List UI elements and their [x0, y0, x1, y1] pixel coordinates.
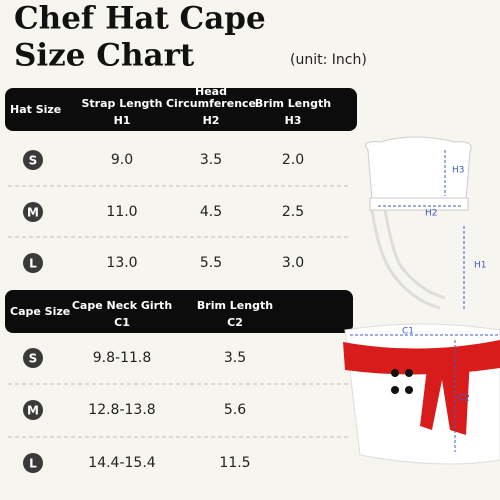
cell-value: 4.5 — [200, 204, 222, 220]
cell-value: 9.0 — [111, 152, 133, 168]
header-label: Head — [195, 85, 227, 98]
cell-value: 14.4-15.4 — [88, 455, 155, 471]
dimension-label: C1 — [402, 327, 414, 337]
header-label: Cape Size — [10, 305, 70, 318]
cell-value: 13.0 — [106, 255, 137, 271]
header-label: Circumference — [166, 97, 256, 110]
header-label: Cape Neck Girth — [72, 299, 172, 312]
size-badge — [23, 150, 43, 170]
size-badge — [23, 202, 43, 222]
size-letter: S — [29, 154, 38, 168]
header-code: H1 — [114, 114, 131, 127]
cell-value: 3.5 — [200, 152, 222, 168]
hat-illustration — [365, 136, 472, 310]
header-label: Strap Length — [82, 97, 163, 110]
dimension-label: H3 — [452, 166, 465, 176]
header-label: Brim Length — [255, 97, 331, 110]
size-letter: S — [29, 352, 38, 366]
size-letter: M — [27, 404, 39, 418]
title-line: Chef Hat Cape — [14, 1, 266, 37]
cell-value: 9.8-11.8 — [93, 350, 152, 366]
dimension-label: H2 — [425, 209, 438, 219]
cell-value: 2.5 — [282, 204, 304, 220]
header-label: Hat Size — [10, 103, 61, 116]
dimension-label: C2 — [458, 394, 470, 404]
dimension-label: H1 — [474, 261, 487, 271]
cell-value: 11.5 — [219, 455, 250, 471]
size-letter: M — [27, 206, 39, 220]
header-code: H2 — [203, 114, 220, 127]
table-header-bar — [5, 290, 353, 333]
table-header-bar — [5, 88, 357, 131]
size-badge — [23, 348, 43, 368]
title-line: Size Chart — [14, 38, 195, 74]
cape-illustration — [343, 323, 500, 465]
header-code: H3 — [285, 114, 302, 127]
header-label: Brim Length — [197, 299, 273, 312]
cell-value: 3.5 — [224, 350, 246, 366]
cell-value: 12.8-13.8 — [88, 402, 155, 418]
size-badge — [23, 400, 43, 420]
size-letter: L — [29, 257, 37, 271]
cell-value: 5.5 — [200, 255, 222, 271]
cell-value: 11.0 — [106, 204, 137, 220]
header-code: C2 — [227, 316, 243, 329]
size-badge — [23, 253, 43, 273]
cell-value: 5.6 — [224, 402, 246, 418]
unit-note: (unit: Inch) — [290, 52, 367, 68]
size-letter: L — [29, 457, 37, 471]
header-code: C1 — [114, 316, 130, 329]
cell-value: 2.0 — [282, 152, 304, 168]
cell-value: 3.0 — [282, 255, 304, 271]
size-badge — [23, 453, 43, 473]
